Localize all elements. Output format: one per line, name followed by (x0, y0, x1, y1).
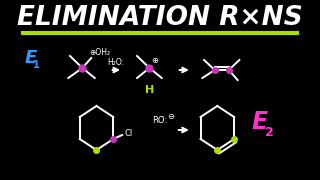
Text: H₂O:: H₂O: (107, 57, 124, 66)
Text: H: H (145, 85, 154, 95)
Text: E: E (25, 49, 37, 67)
Text: 2: 2 (265, 125, 274, 138)
Text: ⊕OH₂: ⊕OH₂ (90, 48, 111, 57)
Text: E: E (252, 110, 268, 134)
Text: ⊕: ⊕ (151, 55, 158, 64)
Text: Cl: Cl (124, 129, 132, 138)
Text: ⊖: ⊖ (167, 111, 174, 120)
Text: 1: 1 (33, 60, 40, 70)
Text: RÖ:: RÖ: (152, 116, 168, 125)
Text: ELIMINATION R×NS: ELIMINATION R×NS (17, 5, 303, 31)
